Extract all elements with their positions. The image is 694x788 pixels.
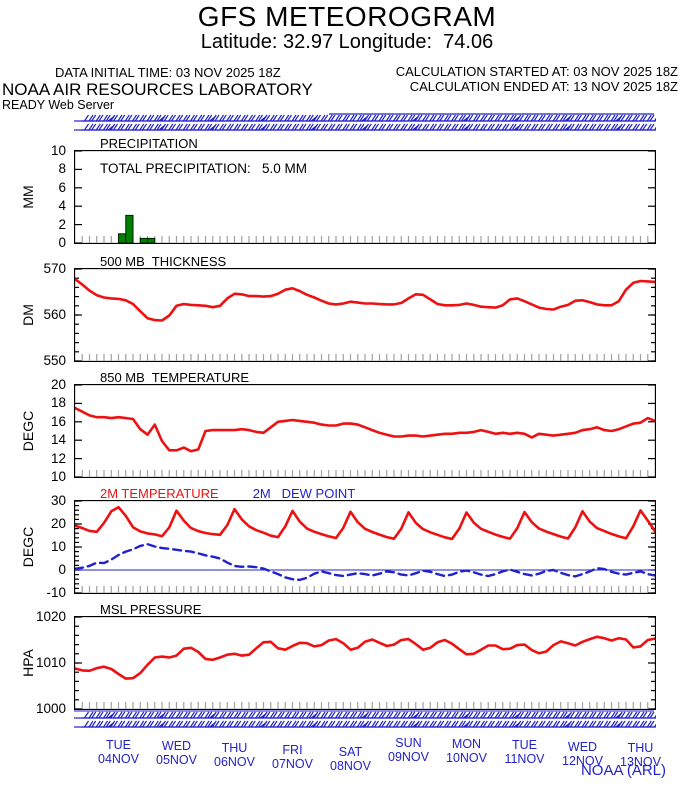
y-tick-labels: -10 0 10 20 30 <box>0 493 70 600</box>
page-title: GFS METEOROGRAM <box>197 1 497 32</box>
calc-started: CALCULATION STARTED AT: 03 NOV 2025 18Z <box>395 64 678 79</box>
y-tick-label: 6 <box>58 179 66 195</box>
thickness-chart <box>74 268 656 362</box>
panel-title: MSL PRESSURE <box>100 602 202 617</box>
y-tick-label: 12 <box>50 450 66 466</box>
panel-2m-temperature: DEGC -10 0 10 20 30 2M TEMPERATURE 2M DEW POI… <box>0 486 694 600</box>
panel-msl-pressure: HPA 1000 1010 1020 MSL PRESSURE <box>0 602 694 716</box>
date-label-date: 11NOV <box>504 751 545 766</box>
organization-name: NOAA AIR RESOURCES LABORATORY <box>2 80 313 99</box>
y-tick-label: 8 <box>58 161 66 177</box>
date-label: SAT 08NOV <box>319 745 383 773</box>
y-tick-label: 0 <box>58 235 66 250</box>
date-label-day: WED <box>161 739 192 753</box>
date-label-day: WED <box>567 740 598 754</box>
y-tick-label: 30 <box>50 493 66 508</box>
y-tick-labels: 10 12 14 16 18 20 <box>0 377 70 484</box>
y-tick-label: 4 <box>58 198 66 214</box>
wind-barb-band-top <box>74 113 656 131</box>
date-label-day: FRI <box>282 743 303 757</box>
date-label-day: THU <box>221 741 248 755</box>
total-precipitation-annotation: TOTAL PRECIPITATION: 5.0 MM <box>100 161 308 176</box>
date-label-date: 07NOV <box>272 756 313 771</box>
series-line <box>74 635 656 680</box>
date-label-date: 10NOV <box>446 750 487 765</box>
date-label: WED 12NOV <box>551 740 615 768</box>
date-label-date: 08NOV <box>330 758 371 773</box>
y-tick-label: 1010 <box>35 655 66 670</box>
y-tick-label: 550 <box>43 353 66 368</box>
date-label-date: 05NOV <box>156 752 197 767</box>
data-initial-time: DATA INITIAL TIME: 03 NOV 2025 18Z <box>55 65 281 80</box>
precip-bar <box>118 233 127 244</box>
date-label-day: TUE <box>512 738 537 752</box>
precip-bar <box>125 214 134 244</box>
calculation-times: CALCULATION STARTED AT: 03 NOV 2025 18Z … <box>395 64 678 94</box>
y-tick-label: 10 <box>50 539 66 554</box>
y-tick-labels: 1000 1010 1020 <box>0 609 70 716</box>
series-line <box>74 406 656 453</box>
date-label-date: 12NOV <box>562 753 603 768</box>
panel-precipitation: MM 0 2 4 6 8 10 PRECIPITATION TOTAL PRECIPITA… <box>0 136 694 250</box>
y-tick-label: 10 <box>50 143 66 158</box>
legend-2m-dew-point: 2M DEW POINT <box>252 486 356 501</box>
date-label-day: TUE <box>106 738 131 752</box>
date-label-day: SAT <box>338 745 363 759</box>
precip-bar <box>139 237 148 244</box>
panel-850mb-temperature: DEGC 10 12 14 16 18 20 850 MB TEMPERATURE <box>0 370 694 484</box>
date-label-date: 06NOV <box>214 754 255 769</box>
y-tick-label: 20 <box>50 377 66 392</box>
date-label: MON 10NOV <box>435 737 499 765</box>
date-label-date: 04NOV <box>98 751 139 766</box>
y-tick-label: -10 <box>46 585 66 600</box>
y-tick-label: 2 <box>58 216 66 232</box>
panel-title: 850 MB TEMPERATURE <box>100 370 250 385</box>
series-line <box>74 505 656 541</box>
y-tick-label: 560 <box>43 307 66 322</box>
y-tick-label: 10 <box>50 469 66 484</box>
date-label: THU 13NOV <box>609 741 673 769</box>
precip-bar <box>147 237 156 244</box>
date-label: FRI 07NOV <box>261 743 325 771</box>
date-label: TUE 04NOV <box>87 738 151 766</box>
temp-2m-chart <box>74 500 656 594</box>
series-line <box>74 543 656 582</box>
noaa-arl-credit: NOAA (ARL) <box>580 762 666 779</box>
date-label: THU 06NOV <box>203 741 267 769</box>
wind-barb-band-bottom <box>74 710 656 728</box>
date-label-date: 09NOV <box>388 749 429 764</box>
x-axis-date-labels: TUE 04NOV WED 05NOV THU 06NOV FRI 07NOV SAT 08NOV… <box>74 736 661 783</box>
y-tick-label: 1020 <box>35 609 66 624</box>
temp-850-chart <box>74 384 656 478</box>
calc-ended: CALCULATION ENDED AT: 13 NOV 2025 18Z <box>409 78 678 94</box>
page-subtitle: Latitude: 32.97 Longitude: 74.06 <box>200 31 494 53</box>
panel-title: 500 MB THICKNESS <box>100 254 227 269</box>
date-label: SUN 09NOV <box>377 736 441 764</box>
date-label-day: THU <box>627 741 654 755</box>
y-tick-label: 1000 <box>35 701 66 716</box>
series-line <box>74 277 656 322</box>
panel-title: PRECIPITATION <box>100 136 198 151</box>
date-label-day: MON <box>451 737 482 751</box>
y-tick-label: 18 <box>50 395 66 411</box>
y-tick-labels: 550 560 570 <box>0 261 70 368</box>
date-label-date: 13NOV <box>620 754 661 769</box>
y-tick-label: 570 <box>43 261 66 276</box>
precipitation-chart <box>74 150 656 244</box>
legend-2m-temperature: 2M TEMPERATURE <box>100 486 219 501</box>
date-label-day: SUN <box>395 736 422 750</box>
y-tick-label: 20 <box>50 516 66 531</box>
y-tick-label: 0 <box>58 562 66 577</box>
msl-pressure-chart <box>74 616 656 710</box>
y-tick-label: 14 <box>50 432 66 448</box>
server-name: READY Web Server <box>2 98 115 112</box>
y-tick-label: 16 <box>50 413 66 429</box>
panel-title: 2M TEMPERATURE 2M DEW POINT <box>100 486 355 501</box>
date-label: WED 05NOV <box>145 739 209 767</box>
date-label: TUE 11NOV <box>493 738 557 766</box>
y-tick-labels: 0 2 4 6 8 10 <box>0 143 70 250</box>
panel-500mb-thickness: DM 550 560 570 500 MB THICKNESS <box>0 254 694 368</box>
